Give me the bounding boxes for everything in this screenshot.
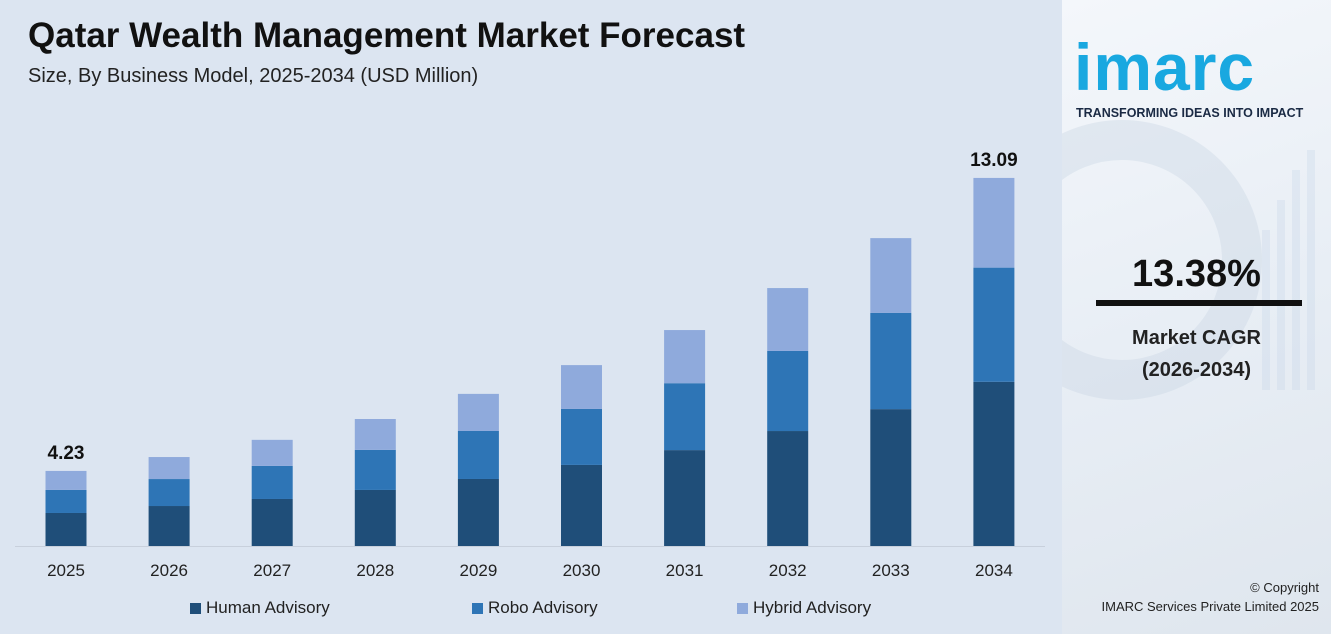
bar-hybrid-advisory-2031 <box>664 330 706 384</box>
x-tick-label: 2033 <box>872 561 910 580</box>
x-tick-label: 2029 <box>459 561 497 580</box>
bar-hybrid-advisory-2033 <box>870 238 912 313</box>
bar-human-advisory-2033 <box>870 409 912 546</box>
legend-item: Human Advisory <box>190 598 330 618</box>
bar-hybrid-advisory-2034 <box>973 177 1015 268</box>
imarc-logo: imarc <box>1074 30 1256 104</box>
bar-robo-advisory-2031 <box>664 383 706 451</box>
bar-human-advisory-2032 <box>767 431 809 546</box>
legend-label: Robo Advisory <box>488 598 598 617</box>
x-tick-label: 2031 <box>666 561 704 580</box>
bar-hybrid-advisory-2032 <box>767 288 809 351</box>
x-tick-label: 2025 <box>47 561 85 580</box>
cagr-label: Market CAGR <box>1132 327 1261 349</box>
chart-panel: Qatar Wealth Management Market Forecast … <box>15 16 1045 618</box>
bar-hybrid-advisory-2026 <box>148 457 190 480</box>
cagr-period: (2026-2034) <box>1142 359 1251 381</box>
legend-swatch <box>472 602 483 614</box>
bar-hybrid-advisory-2025 <box>45 470 87 490</box>
data-label: 13.09 <box>970 150 1018 171</box>
bar-human-advisory-2026 <box>148 506 190 546</box>
chart-subtitle: Size, By Business Model, 2025-2034 (USD … <box>28 65 479 87</box>
bar-hybrid-advisory-2028 <box>354 419 396 450</box>
bar-robo-advisory-2027 <box>251 465 293 499</box>
data-label: 4.23 <box>48 443 85 464</box>
legend-item: Hybrid Advisory <box>737 598 871 618</box>
legend-label: Hybrid Advisory <box>753 598 872 617</box>
bar-human-advisory-2027 <box>251 498 293 546</box>
legend-swatch <box>737 602 748 614</box>
x-tick-label: 2028 <box>356 561 394 580</box>
bar-robo-advisory-2029 <box>457 430 499 479</box>
legend-item: Robo Advisory <box>472 598 598 618</box>
info-panel: imarc TRANSFORMING IDEAS INTO IMPACT 13.… <box>1062 0 1331 634</box>
x-tick-label: 2026 <box>150 561 188 580</box>
cagr-label-block: Market CAGR (2026-2034) <box>1062 322 1331 386</box>
chart-title: Qatar Wealth Management Market Forecast <box>28 16 746 55</box>
x-tick-label: 2030 <box>563 561 601 580</box>
bar-robo-advisory-2034 <box>973 267 1015 382</box>
bar-robo-advisory-2025 <box>45 489 87 513</box>
bar-robo-advisory-2028 <box>354 449 396 490</box>
bar-human-advisory-2030 <box>561 464 602 546</box>
bar-hybrid-advisory-2030 <box>561 365 602 409</box>
bar-robo-advisory-2033 <box>870 312 912 410</box>
cagr-value: 13.38% <box>1132 253 1261 295</box>
bar-human-advisory-2029 <box>457 478 499 546</box>
bar-robo-advisory-2026 <box>148 479 190 507</box>
background-graphic <box>1062 120 1315 400</box>
stacked-bar-chart: 2025 4.23 2026 2027 2028 2029 2030 2031 2032 2033… <box>15 150 1045 580</box>
x-tick-label: 2032 <box>769 561 807 580</box>
legend-swatch <box>190 602 201 614</box>
copyright-company: IMARC Services Private Limited 2025 <box>1101 599 1319 614</box>
bar-human-advisory-2028 <box>354 489 396 546</box>
copyright: © Copyright IMARC Services Private Limit… <box>1102 578 1319 616</box>
copyright-line: © Copyright <box>1250 580 1319 595</box>
x-tick-label: 2034 <box>975 561 1013 580</box>
divider <box>1096 300 1302 306</box>
bar-robo-advisory-2032 <box>767 350 809 432</box>
bar-robo-advisory-2030 <box>561 408 602 465</box>
brand-tagline: TRANSFORMING IDEAS INTO IMPACT <box>1076 106 1304 120</box>
bar-human-advisory-2031 <box>664 450 706 546</box>
bar-human-advisory-2034 <box>973 381 1015 546</box>
bar-hybrid-advisory-2027 <box>251 439 293 466</box>
legend-label: Human Advisory <box>206 598 330 617</box>
x-tick-label: 2027 <box>253 561 291 580</box>
bar-hybrid-advisory-2029 <box>457 393 499 431</box>
bar-human-advisory-2025 <box>45 512 87 546</box>
